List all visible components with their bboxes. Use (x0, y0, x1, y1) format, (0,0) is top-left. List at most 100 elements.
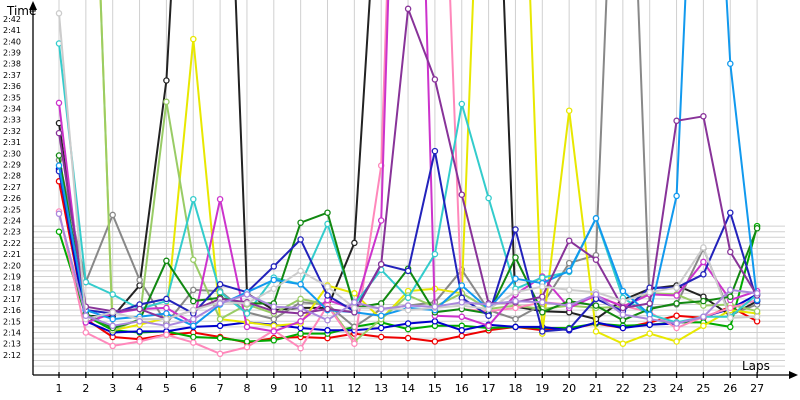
data-point (673, 320, 680, 327)
data-point (270, 285, 278, 293)
y-tick-label: 2:20 (3, 261, 21, 270)
data-point (673, 284, 680, 291)
data-point (565, 302, 573, 309)
data-point (646, 330, 653, 337)
data-point (351, 290, 358, 297)
data-point (565, 286, 573, 294)
x-tick-label: 11 (321, 382, 335, 395)
data-point (377, 324, 385, 332)
data-point (512, 275, 519, 282)
data-point (163, 98, 170, 106)
data-point (646, 315, 653, 323)
y-tick-label: 2:19 (3, 273, 21, 282)
data-point (270, 328, 278, 335)
data-point (297, 267, 304, 275)
data-point (190, 35, 197, 43)
data-point (700, 271, 707, 278)
y-tick-label: 2:29 (3, 161, 21, 170)
data-point (619, 311, 627, 318)
data-point (592, 328, 600, 335)
data-point (458, 191, 466, 198)
data-point (512, 315, 519, 323)
y-tick-label: 2:16 (3, 306, 21, 315)
data-point (190, 333, 197, 341)
data-point (377, 333, 385, 341)
y-tick-label: 2:33 (3, 116, 21, 125)
data-point (324, 209, 331, 216)
data-point (297, 219, 304, 226)
data-point (297, 295, 304, 303)
data-point (619, 287, 627, 295)
y-axis-arrow (29, 1, 37, 10)
x-axis-arrow (789, 371, 798, 379)
data-point (297, 318, 304, 325)
data-point (55, 162, 63, 169)
y-tick-label: 2:18 (3, 284, 21, 293)
data-point (512, 254, 519, 261)
data-point (431, 76, 439, 83)
data-point (136, 338, 143, 345)
data-point (727, 314, 734, 322)
data-point (82, 329, 90, 336)
y-tick-label: 2:26 (3, 194, 21, 203)
data-point (673, 338, 680, 345)
data-point (216, 300, 224, 307)
y-tick-label: 2:36 (3, 82, 21, 91)
data-point (163, 322, 170, 330)
data-point (619, 316, 627, 324)
y-tick-label: 2:15 (3, 317, 21, 326)
x-tick-label: 25 (696, 382, 710, 395)
data-point (55, 129, 63, 137)
data-point (539, 274, 546, 281)
data-point (136, 305, 143, 313)
series-16 (55, 210, 761, 330)
data-point (753, 313, 761, 321)
x-tick-label: 21 (589, 382, 603, 395)
data-point (458, 332, 466, 340)
x-tick-label: 15 (428, 382, 442, 395)
data-point (55, 99, 63, 107)
data-point (753, 290, 761, 297)
x-tick-label: 1 (56, 382, 63, 395)
data-point (727, 293, 734, 300)
data-point (565, 267, 573, 275)
x-tick-label: 16 (455, 382, 469, 395)
data-point (539, 299, 546, 306)
x-tick-label: 24 (670, 382, 684, 395)
data-point (324, 292, 331, 299)
data-point (377, 217, 385, 224)
data-point (619, 340, 627, 347)
data-point (458, 100, 466, 108)
data-point (646, 300, 653, 307)
data-point (377, 312, 385, 319)
data-point (82, 312, 90, 319)
data-point (753, 225, 761, 232)
data-point (109, 291, 116, 298)
data-point (753, 307, 761, 315)
y-tick-label: 2:14 (3, 329, 21, 338)
x-tick-label: 2 (82, 382, 89, 395)
data-point (351, 239, 358, 247)
x-tick-label: 18 (508, 382, 522, 395)
data-point (190, 306, 197, 314)
data-point (270, 337, 278, 344)
data-point (485, 312, 492, 319)
data-point (539, 283, 546, 290)
data-point (485, 194, 492, 202)
data-point (404, 320, 412, 327)
data-point (458, 299, 466, 306)
data-point (512, 323, 519, 331)
data-point (619, 324, 627, 332)
data-point (539, 328, 546, 335)
data-point (404, 334, 412, 342)
data-point (324, 327, 331, 334)
data-point (163, 310, 170, 317)
data-point (297, 236, 304, 243)
x-tick-label: 20 (562, 382, 576, 395)
data-point (565, 107, 573, 114)
data-point (377, 260, 385, 268)
data-point (539, 309, 546, 316)
data-point (673, 300, 680, 307)
data-point (700, 297, 707, 305)
